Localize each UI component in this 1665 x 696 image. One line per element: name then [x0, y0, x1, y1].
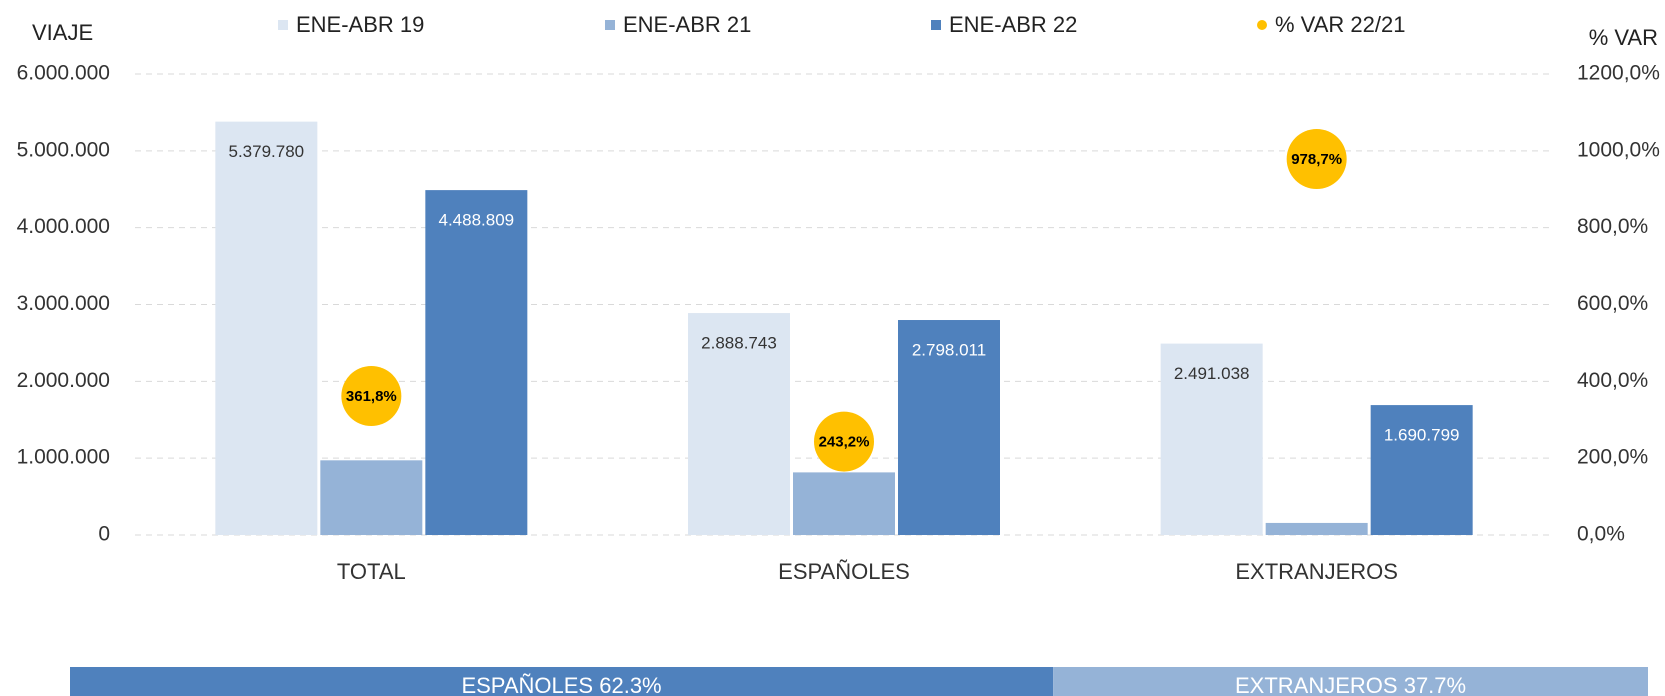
share-name: EXTRANJEROS [1235, 673, 1398, 696]
bar [898, 320, 1000, 535]
share-value: 62.3% [599, 673, 661, 696]
y-axis-label: VIAJE [32, 20, 93, 45]
y-tick-label: 0 [98, 523, 110, 546]
legend-label: ENE-ABR 19 [296, 12, 424, 37]
share-label: EXTRANJEROS 37.7% [1235, 673, 1466, 696]
var-marker [341, 366, 402, 427]
y2-tick-label: 1000,0% [1577, 138, 1660, 161]
y-tick-label: 5.000.000 [17, 138, 110, 161]
bar [215, 121, 318, 536]
share-value: 37.7% [1404, 673, 1466, 696]
legend-label: % VAR 22/21 [1275, 12, 1405, 37]
x-tick-label: ESPAÑOLES [778, 559, 910, 584]
share-segment [70, 667, 1054, 696]
y-tick-label: 3.000.000 [17, 292, 110, 315]
y-tick-label: 6.000.000 [17, 62, 110, 85]
data-label: 4.488.809 [439, 211, 515, 230]
legend-swatch [605, 20, 615, 30]
y-tick-label: 1.000.000 [17, 446, 110, 469]
data-label: 5.379.780 [229, 142, 305, 161]
bar [1370, 405, 1473, 535]
bar [1265, 522, 1368, 535]
data-label: 243,2% [819, 434, 870, 451]
data-label: 2.798.011 [912, 341, 986, 360]
y2-tick-label: 1200,0% [1577, 62, 1660, 85]
x-tick-label: EXTRANJEROS [1235, 559, 1398, 584]
data-label: 361,8% [346, 388, 397, 405]
var-marker [814, 411, 874, 472]
bar [320, 460, 423, 535]
legend-swatch [931, 20, 941, 30]
y2-tick-label: 800,0% [1577, 215, 1648, 238]
bar [688, 313, 790, 535]
share-segment [1053, 667, 1648, 696]
data-label: 978,7% [1291, 151, 1342, 168]
bar [425, 190, 528, 535]
y-tick-label: 2.000.000 [17, 369, 110, 392]
y2-tick-label: 200,0% [1577, 446, 1648, 469]
y2-tick-label: 0,0% [1577, 523, 1625, 546]
legend-label: ENE-ABR 22 [949, 12, 1077, 37]
share-label: ESPAÑOLES 62.3% [461, 673, 661, 696]
legend-swatch [278, 20, 288, 30]
var-marker [1286, 129, 1347, 190]
legend-label: ENE-ABR 21 [623, 12, 751, 37]
share-name: ESPAÑOLES [461, 673, 593, 696]
y2-axis-label: % VAR [1589, 25, 1658, 50]
data-label: 2.491.038 [1174, 364, 1250, 383]
y-tick-label: 4.000.000 [17, 215, 110, 238]
legend-swatch [1257, 20, 1267, 30]
data-label: 2.888.743 [701, 334, 777, 353]
y2-tick-label: 600,0% [1577, 292, 1648, 315]
x-tick-label: TOTAL [337, 559, 406, 584]
y2-tick-label: 400,0% [1577, 369, 1648, 392]
bar [1160, 343, 1263, 535]
bar [793, 472, 895, 535]
data-label: 1.690.799 [1384, 426, 1460, 445]
